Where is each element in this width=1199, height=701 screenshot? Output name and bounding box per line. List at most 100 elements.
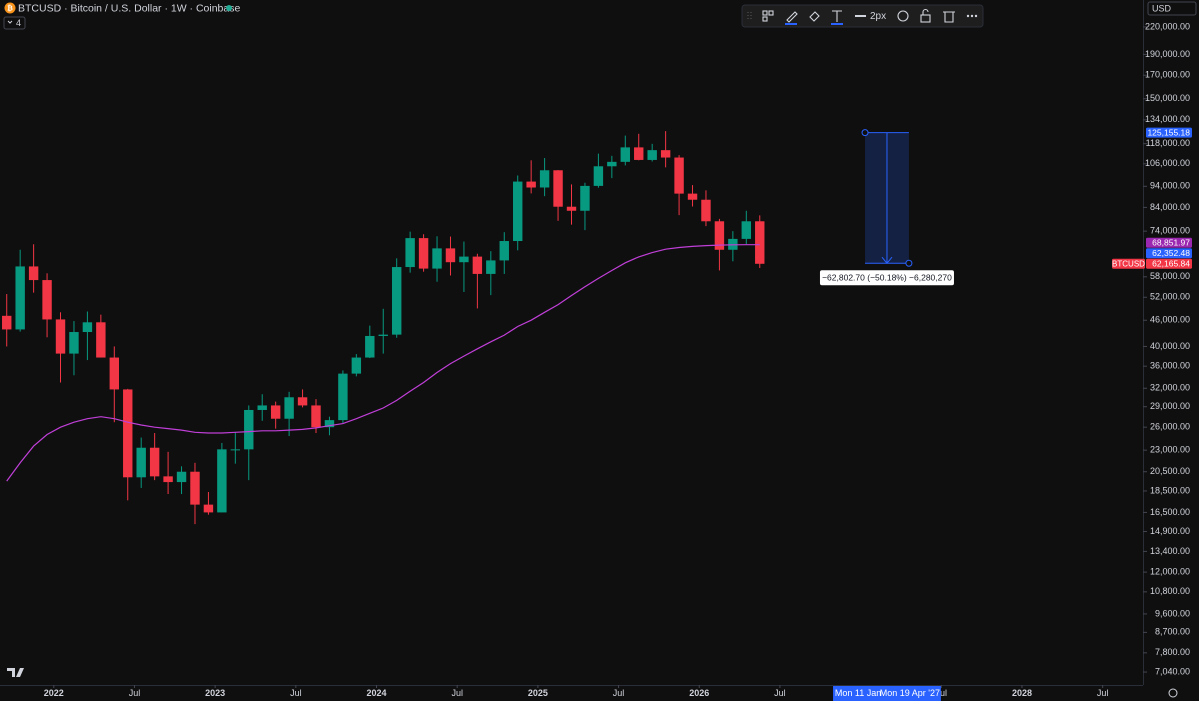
candle-body xyxy=(459,256,469,263)
measure-handle[interactable] xyxy=(861,129,869,137)
candle-body xyxy=(311,405,321,428)
measure-handle[interactable] xyxy=(905,259,913,267)
text-icon[interactable] xyxy=(832,10,842,22)
line-width-label: 2px xyxy=(870,11,886,22)
currency: USD xyxy=(1152,3,1172,13)
candle-body xyxy=(660,150,671,158)
candle-body xyxy=(486,260,496,274)
candle-body xyxy=(553,170,563,207)
x-tick-label: Jul xyxy=(613,688,625,698)
candle-body xyxy=(526,181,536,188)
candle-body xyxy=(203,504,214,513)
y-tick-label: 7,040.00 xyxy=(1155,666,1190,676)
x-tick-label: Jul xyxy=(451,688,463,698)
price-tag-label: 62,165.84 xyxy=(1152,259,1190,269)
fill-color-icon[interactable] xyxy=(809,11,820,22)
x-tick-label: 2024 xyxy=(367,688,387,698)
candle-body xyxy=(230,449,241,451)
candle-body xyxy=(351,357,362,374)
y-tick-label: 84,000.00 xyxy=(1150,202,1190,212)
indicator-count: 4 xyxy=(16,18,21,28)
y-tick-label: 40,000.00 xyxy=(1150,341,1190,351)
dot xyxy=(974,14,978,18)
candle-body xyxy=(593,166,604,186)
axis-settings[interactable] xyxy=(1168,688,1178,698)
price-tag xyxy=(1146,258,1192,269)
delete-icon[interactable] xyxy=(943,11,955,23)
template-icon-part xyxy=(762,16,768,22)
y-tick-label: 14,900.00 xyxy=(1150,526,1190,536)
y-tick-label: 190,000.00 xyxy=(1145,49,1190,59)
time-range-highlight xyxy=(833,686,941,701)
y-tick-label: 46,000.00 xyxy=(1150,315,1190,325)
candle-body xyxy=(634,147,644,160)
measure-arrow xyxy=(881,132,893,265)
y-tick-label: 106,000.00 xyxy=(1145,158,1190,168)
lock-icon[interactable] xyxy=(920,14,931,23)
template-icon[interactable] xyxy=(762,10,768,16)
candle-body xyxy=(472,256,483,274)
candle-body xyxy=(82,322,93,333)
candle-body xyxy=(123,389,133,478)
market-status xyxy=(226,5,232,11)
candle-body xyxy=(257,405,267,410)
candle-body xyxy=(701,199,711,222)
candle-body xyxy=(687,193,698,200)
moving-average xyxy=(6,244,760,482)
candle-body xyxy=(647,150,657,160)
candle-body xyxy=(270,405,281,419)
candle-body xyxy=(176,471,187,483)
candle-body xyxy=(338,373,348,421)
candle-body xyxy=(42,280,52,320)
candle-body xyxy=(365,335,375,358)
x-tick-label: 2028 xyxy=(1012,688,1032,698)
candle-body xyxy=(714,221,725,250)
symbol-logo-letter: ₿ xyxy=(7,4,13,12)
y-tick-label: 23,000.00 xyxy=(1150,445,1190,455)
candle-body xyxy=(418,238,429,269)
y-tick-label: 58,000.00 xyxy=(1150,271,1190,281)
settings-icon[interactable] xyxy=(897,10,909,22)
line-color-icon[interactable] xyxy=(786,11,798,23)
y-tick-label: 12,000.00 xyxy=(1150,566,1190,576)
candle-body xyxy=(136,447,146,478)
candle-body xyxy=(244,409,254,450)
candle-body xyxy=(109,357,120,390)
candle-body xyxy=(391,267,402,335)
series-name-label: BTCUSD xyxy=(1112,259,1145,268)
y-tick-label: 16,500.00 xyxy=(1150,507,1190,517)
y-tick-label: 18,500.00 xyxy=(1150,485,1190,495)
symbol-logo xyxy=(4,2,16,14)
indicator-toggle[interactable] xyxy=(3,16,26,30)
y-tick-label: 26,000.00 xyxy=(1150,422,1190,432)
candle-body xyxy=(432,248,442,269)
price-tag-label: 62,352.48 xyxy=(1152,248,1190,258)
measure-start-date: Mon 11 Jan xyxy=(835,688,881,698)
candle-body xyxy=(69,332,79,354)
x-tick-label: Jul xyxy=(1097,688,1109,698)
y-tick-label: 94,000.00 xyxy=(1150,181,1190,191)
candle-body xyxy=(190,471,200,505)
candle-body xyxy=(378,334,388,336)
x-tick-label: Jul xyxy=(290,688,302,698)
candle-body xyxy=(566,206,577,211)
price-tag xyxy=(1146,237,1192,248)
series-name-tag xyxy=(1112,258,1145,269)
candle-body xyxy=(324,420,335,428)
candle-body xyxy=(149,447,160,477)
y-tick-label: 13,400.00 xyxy=(1150,546,1190,556)
x-tick-label: 2022 xyxy=(44,688,64,698)
tradingview-logo[interactable] xyxy=(7,668,24,677)
drag-handle[interactable] xyxy=(747,12,752,19)
candle-body xyxy=(607,161,617,167)
y-tick-label: 32,000.00 xyxy=(1150,383,1190,393)
candle-body xyxy=(580,185,590,211)
y-tick-label: 9,600.00 xyxy=(1155,608,1190,618)
x-tick-label: Jul xyxy=(129,688,141,698)
candle-body xyxy=(217,449,227,513)
more-icon[interactable] xyxy=(966,14,978,18)
candle-body xyxy=(28,266,39,281)
candle-body xyxy=(513,181,523,242)
currency-box[interactable] xyxy=(1147,1,1197,16)
